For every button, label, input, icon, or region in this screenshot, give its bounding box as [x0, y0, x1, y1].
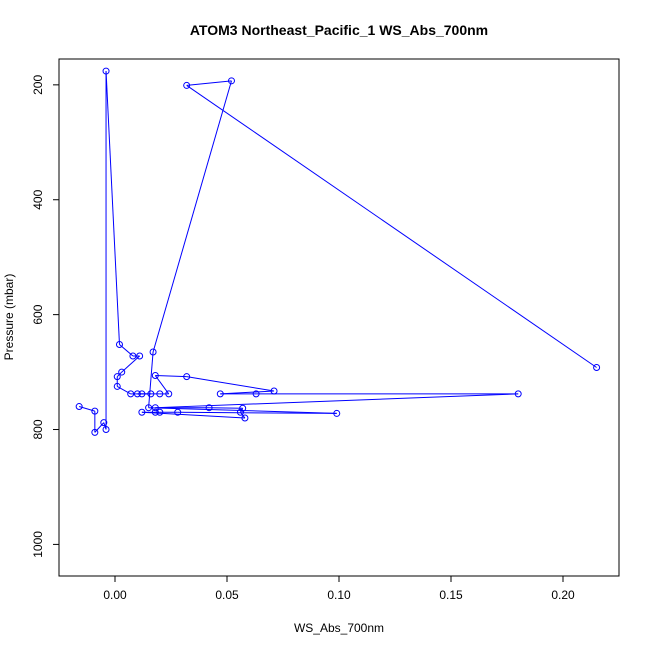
- series-line-segment: [209, 407, 243, 409]
- plot-area: [75, 67, 601, 436]
- data-point: [118, 368, 126, 376]
- x-tick-label: 0.00: [103, 588, 127, 602]
- data-point: [75, 403, 83, 411]
- data-point: [270, 387, 278, 395]
- data-point: [241, 414, 249, 422]
- data-point: [205, 404, 213, 412]
- series-line-segment: [116, 385, 131, 395]
- series-line-segment: [121, 355, 140, 373]
- series-line-segment: [148, 351, 154, 408]
- series-line-segment: [152, 80, 232, 353]
- data-point: [514, 390, 522, 398]
- data-point: [227, 77, 235, 85]
- x-tick-label: 0.05: [215, 588, 239, 602]
- series-line-segment: [94, 422, 105, 433]
- x-axis-label: WS_Abs_700nm: [294, 621, 384, 635]
- data-point: [127, 390, 135, 398]
- y-axis: 200 400 600 800 1000: [31, 75, 60, 558]
- data-point: [102, 426, 110, 434]
- series-line-segment: [155, 375, 187, 378]
- data-point: [113, 373, 121, 381]
- data-point: [156, 390, 164, 398]
- data-point: [174, 408, 182, 416]
- y-tick-label: 600: [31, 304, 45, 324]
- y-tick-label: 400: [31, 189, 45, 209]
- data-point: [252, 390, 260, 398]
- data-point: [91, 407, 99, 415]
- x-tick-label: 0.10: [327, 588, 351, 602]
- series-line-segment: [154, 375, 170, 395]
- data-point: [102, 67, 110, 75]
- chart-title: ATOM3 Northeast_Pacific_1 WS_Abs_700nm: [190, 22, 488, 38]
- data-point: [133, 390, 141, 398]
- data-point: [333, 409, 341, 417]
- data-point: [145, 404, 153, 412]
- data-point: [216, 390, 224, 398]
- data-point: [183, 81, 191, 89]
- data-point: [147, 390, 155, 398]
- series-line-segment: [177, 411, 337, 414]
- data-point: [236, 408, 244, 416]
- x-tick-label: 0.15: [439, 588, 463, 602]
- data-point: [136, 352, 144, 360]
- data-point: [129, 352, 137, 360]
- data-point: [183, 373, 191, 381]
- data-point: [138, 390, 146, 398]
- y-tick-label: 800: [31, 419, 45, 439]
- data-point: [149, 348, 157, 356]
- series-lines: [79, 71, 597, 433]
- data-point: [151, 372, 159, 380]
- y-axis-label: Pressure (mbar): [2, 274, 16, 361]
- data-point: [115, 340, 123, 348]
- series-line-segment: [186, 376, 275, 392]
- data-point: [91, 428, 99, 436]
- y-tick-label: 200: [31, 75, 45, 95]
- data-point: [239, 404, 247, 412]
- data-point: [151, 404, 159, 412]
- data-point: [156, 408, 164, 416]
- series-line-segment: [186, 80, 232, 86]
- data-point: [138, 408, 146, 416]
- series-line-segment: [186, 85, 597, 368]
- data-point: [113, 382, 121, 390]
- x-axis: 0.00 0.05 0.10 0.15 0.20: [103, 575, 575, 602]
- data-point: [100, 419, 108, 427]
- x-tick-label: 0.20: [551, 588, 575, 602]
- series-line-segment: [105, 71, 120, 345]
- data-point: [151, 408, 159, 416]
- series-line-segment: [141, 411, 245, 419]
- series-line-segment: [155, 393, 519, 409]
- y-tick-label: 1000: [31, 531, 45, 558]
- series-points: [75, 67, 601, 436]
- data-point: [593, 363, 601, 371]
- data-point: [165, 390, 173, 398]
